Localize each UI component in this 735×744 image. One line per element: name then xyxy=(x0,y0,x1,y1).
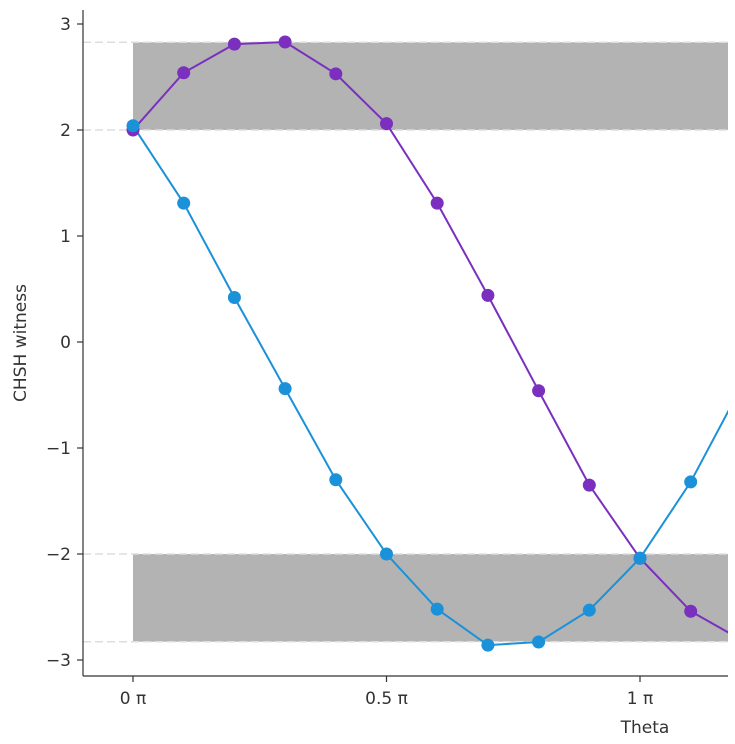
data-point xyxy=(481,288,495,302)
axes-layer xyxy=(82,10,728,677)
data-point xyxy=(582,603,596,617)
data-point xyxy=(532,384,546,398)
y-tick-label: 3 xyxy=(60,15,71,35)
data-point xyxy=(582,478,596,492)
data-point xyxy=(227,290,241,304)
data-point xyxy=(177,196,191,210)
y-tick-label: 1 xyxy=(60,227,71,247)
bound-band xyxy=(133,42,728,131)
x-tick-label: 1 π xyxy=(627,689,653,709)
data-point xyxy=(126,119,140,133)
data-point xyxy=(278,35,292,49)
y-tick-label: −1 xyxy=(46,439,71,459)
bands-layer xyxy=(133,42,728,642)
y-tick-label: −2 xyxy=(46,545,71,565)
y-tick-label: 0 xyxy=(60,333,71,353)
data-point xyxy=(227,37,241,51)
x-tick-label: 0.5 π xyxy=(365,689,408,709)
series-layer xyxy=(126,35,728,652)
bound-band xyxy=(133,554,728,642)
reference-lines-layer xyxy=(83,41,728,643)
data-point xyxy=(481,638,495,652)
data-point xyxy=(684,475,698,489)
x-tick-label: 0 π xyxy=(120,689,146,709)
data-point xyxy=(380,547,393,561)
data-point xyxy=(329,67,343,81)
data-point xyxy=(430,196,444,210)
data-point xyxy=(329,473,343,487)
data-point xyxy=(684,604,698,618)
data-point xyxy=(177,66,191,80)
y-axis-title: CHSH witness xyxy=(11,284,31,402)
data-point xyxy=(278,382,292,396)
y-tick-label: 2 xyxy=(60,121,71,141)
data-point xyxy=(633,551,647,565)
data-point xyxy=(380,117,393,131)
x-axis-title: Theta xyxy=(620,718,670,738)
data-point xyxy=(430,602,444,616)
data-point xyxy=(532,635,546,649)
y-tick-label: −3 xyxy=(46,651,71,671)
ticks-layer: 3 2 1 0 −1 −2 −3 0 π 0.5 π 1 π xyxy=(46,15,653,709)
